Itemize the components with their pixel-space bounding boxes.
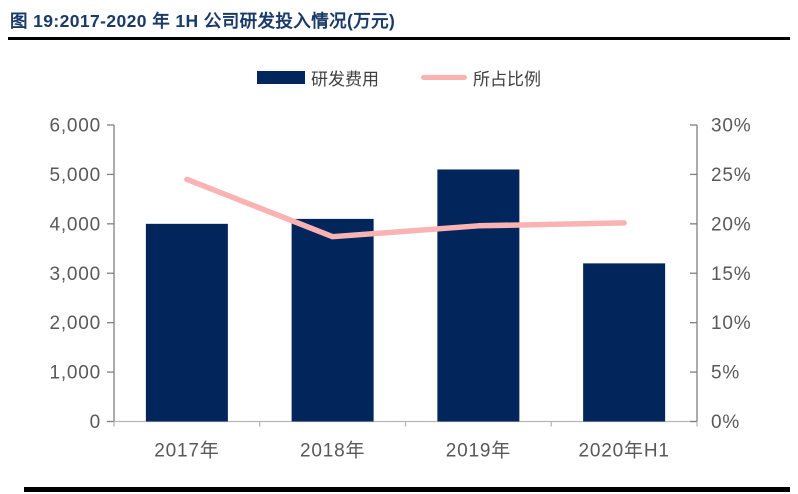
bar-2018年 bbox=[291, 218, 374, 422]
bar-2017年 bbox=[145, 223, 228, 422]
left-axis-tick-label: 0 bbox=[90, 412, 101, 433]
left-axis-tick-label: 3,000 bbox=[49, 264, 101, 285]
x-axis-category-label: 2020年H1 bbox=[579, 440, 670, 462]
figure-title: 图 19:2017-2020 年 1H 公司研发投入情况(万元) bbox=[10, 11, 396, 31]
chart-legend: 研发费用 所占比例 bbox=[0, 63, 798, 91]
right-axis-tick-label: 25% bbox=[711, 165, 751, 186]
line-series-label: 所占比例 bbox=[473, 69, 541, 89]
right-axis-tick-label: 30% bbox=[711, 116, 751, 137]
right-axis-tick-label: 20% bbox=[711, 214, 751, 235]
left-axis-tick-label: 5,000 bbox=[49, 165, 101, 186]
x-axis-category-label: 2018年 bbox=[300, 440, 365, 462]
right-axis-tick-label: 10% bbox=[711, 313, 751, 334]
title-rule bbox=[8, 37, 790, 41]
x-axis-category-label: 2017年 bbox=[154, 440, 219, 462]
bar-2020年H1 bbox=[583, 263, 666, 422]
left-axis-tick-label: 4,000 bbox=[49, 214, 101, 235]
footer-rule bbox=[24, 487, 790, 492]
ratio-line bbox=[184, 176, 627, 240]
bar-series-label: 研发费用 bbox=[311, 69, 379, 89]
right-axis-tick-label: 15% bbox=[711, 264, 751, 285]
left-axis-tick-label: 2,000 bbox=[49, 313, 101, 334]
right-axis-tick-label: 5% bbox=[711, 363, 740, 384]
left-axis-tick-label: 6,000 bbox=[49, 116, 101, 137]
left-axis-tick-label: 1,000 bbox=[49, 363, 101, 384]
bar-series-swatch bbox=[257, 70, 305, 84]
line-series-swatch bbox=[421, 74, 467, 80]
right-axis-tick-label: 0% bbox=[711, 412, 740, 433]
bar-2019年 bbox=[437, 169, 520, 422]
legend-item-ratio: 所占比例 bbox=[421, 65, 541, 90]
legend-item-rd-expense: 研发费用 bbox=[257, 65, 379, 90]
x-axis-category-label: 2019年 bbox=[446, 440, 511, 462]
